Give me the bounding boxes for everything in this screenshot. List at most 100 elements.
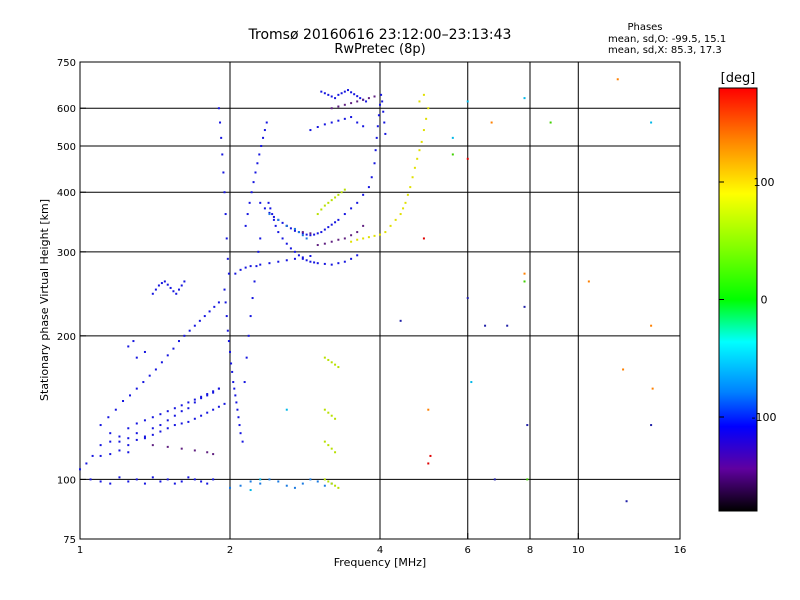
data-point (220, 136, 223, 139)
data-point (135, 422, 138, 425)
data-point (375, 136, 378, 139)
x-axis-label: Frequency [MHz] (334, 556, 426, 569)
data-point (234, 394, 237, 397)
data-point (127, 451, 130, 454)
data-point (277, 218, 280, 221)
data-point (187, 476, 190, 479)
data-point (206, 411, 209, 414)
data-point (223, 191, 226, 194)
data-point (340, 92, 343, 95)
axis-layer: 1 2 4 6 8 10 16 75 100 200 300 400 500 600 750 (57, 58, 686, 556)
data-point (254, 171, 257, 174)
data-point (281, 221, 284, 224)
data-point (343, 260, 346, 263)
data-point (245, 356, 248, 359)
data-point (343, 213, 346, 216)
data-point (343, 103, 346, 106)
data-point (226, 329, 229, 332)
data-point (217, 107, 220, 110)
y-axis-label: Stationary phase Virtual Height [km] (38, 199, 51, 401)
data-point (420, 140, 423, 143)
data-point (193, 449, 196, 452)
data-point (109, 453, 112, 456)
data-point (200, 414, 203, 417)
data-point (356, 254, 359, 257)
data-point (173, 424, 176, 427)
data-point (132, 340, 135, 343)
data-point (166, 419, 169, 422)
data-point (526, 424, 529, 427)
data-point (356, 95, 359, 98)
data-point (223, 402, 226, 405)
data-point (151, 416, 154, 419)
data-point (217, 405, 220, 408)
data-point (268, 211, 271, 214)
data-point (334, 196, 337, 199)
data-point (373, 234, 376, 237)
data-point (337, 262, 340, 265)
data-point (330, 199, 333, 202)
data-point (327, 444, 330, 447)
data-point (239, 484, 242, 487)
data-point (425, 117, 428, 120)
data-point (248, 201, 251, 204)
data-point (316, 232, 319, 235)
data-point (222, 171, 225, 174)
data-point (382, 110, 385, 113)
data-point (259, 201, 262, 204)
data-point (206, 394, 209, 397)
data-point (269, 207, 272, 210)
data-point (337, 93, 340, 96)
data-point (416, 157, 419, 160)
data-point (260, 144, 263, 147)
x-tick-label: 2 (227, 545, 233, 556)
data-point (411, 176, 414, 179)
data-point (208, 310, 211, 313)
data-point (180, 404, 183, 407)
data-point (323, 204, 326, 207)
data-point (526, 478, 529, 481)
data-point (109, 432, 112, 435)
data-point (227, 340, 230, 343)
data-point (373, 162, 376, 165)
data-point (118, 449, 121, 452)
data-point (188, 329, 191, 332)
data-point (166, 410, 169, 413)
data-point (587, 280, 590, 283)
data-point (330, 263, 333, 266)
data-point (285, 224, 288, 227)
data-point (323, 478, 326, 481)
data-point (330, 121, 333, 124)
data-point (236, 408, 239, 411)
data-point (154, 368, 157, 371)
data-point (224, 301, 227, 304)
colorbar-tick-label: -100 (752, 411, 777, 424)
data-point (143, 350, 146, 353)
data-point (427, 462, 430, 465)
data-point (268, 262, 271, 265)
data-point (180, 480, 183, 483)
data-point (350, 207, 353, 210)
data-point (285, 242, 288, 245)
data-point (249, 315, 252, 318)
data-point (289, 247, 292, 250)
data-point (389, 224, 392, 227)
data-point (183, 334, 186, 337)
data-point (249, 265, 252, 268)
data-point (127, 480, 130, 483)
data-point (143, 419, 146, 422)
data-point (277, 260, 280, 263)
x-tick-label: 10 (572, 545, 585, 556)
data-point (173, 407, 176, 410)
data-point (356, 201, 359, 204)
data-point (330, 414, 333, 417)
data-point (362, 125, 365, 128)
data-point (334, 221, 337, 224)
data-point (383, 121, 386, 124)
data-point (219, 121, 222, 124)
data-point (175, 292, 178, 295)
x-tick-label: 6 (465, 545, 471, 556)
data-point (272, 218, 275, 221)
data-point (183, 280, 186, 283)
